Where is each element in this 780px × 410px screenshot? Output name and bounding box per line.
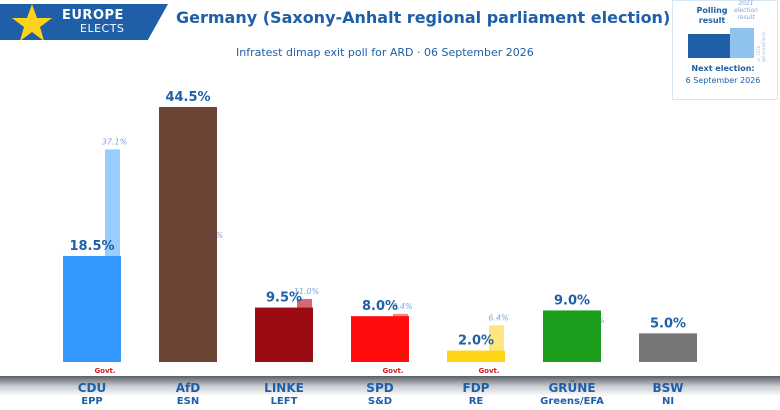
party-group: ESN <box>176 396 200 407</box>
label-poll-fdp: 2.0% <box>458 334 494 349</box>
label-previous-cdu: 37.1% <box>102 137 127 146</box>
party-label-linke: LINKE LEFT <box>239 381 329 409</box>
party-group: NI <box>661 396 675 407</box>
star-logo-icon <box>12 4 52 41</box>
govt-label-spd: Govt. <box>382 367 403 375</box>
label-previous-linke: 11.0% <box>294 287 319 296</box>
govt-label-fdp: Govt. <box>478 367 499 375</box>
legend-next-date: 6 September 2026 <box>685 76 761 85</box>
party-name: AfD <box>175 381 201 395</box>
party-name: CDU <box>77 381 107 395</box>
logo-text-europe: EUROPE <box>62 8 124 23</box>
bar-poll-linke <box>255 307 313 362</box>
label-poll-grüne: 9.0% <box>554 293 590 308</box>
bar-poll-bsw <box>639 333 697 362</box>
party-group: EPP <box>81 396 103 407</box>
bar-poll-spd <box>351 316 409 362</box>
footer-band <box>0 376 780 410</box>
party-name: SPD <box>366 381 394 395</box>
party-label-bsw: BSW NI <box>623 381 713 409</box>
bar-poll-cdu <box>63 255 121 362</box>
party-group: S&D <box>367 396 393 407</box>
legend-prev-swatch <box>730 28 754 58</box>
party-label-fdp: FDP RE <box>431 381 521 409</box>
legend-next-label: Next election: <box>691 64 755 73</box>
party-group: Greens/EFA <box>540 396 604 407</box>
party-group: RE <box>468 396 484 407</box>
party-name: BSW <box>652 381 684 395</box>
party-group: LEFT <box>270 396 298 407</box>
party-name: GRÜNE <box>548 381 596 395</box>
bar-poll-fdp <box>447 350 505 362</box>
party-label-cdu: CDU EPP <box>47 381 137 409</box>
label-poll-afd: 44.5% <box>165 90 210 105</box>
label-previous-fdp: 6.4% <box>488 313 508 322</box>
label-poll-bsw: 5.0% <box>650 316 686 331</box>
party-name: LINKE <box>264 381 304 395</box>
bar-poll-grüne <box>543 310 601 362</box>
party-name: FDP <box>462 381 490 395</box>
label-poll-cdu: 18.5% <box>69 239 114 254</box>
label-poll-spd: 8.0% <box>362 299 398 314</box>
logo-text-elects: ELECTS <box>80 22 125 35</box>
legend-poll-label: Polling result <box>696 6 728 25</box>
label-poll-linke: 9.5% <box>266 291 302 306</box>
party-label-spd: SPD S&D <box>335 381 425 409</box>
chart-subtitle: Infratest dimap exit poll for ARD · 06 S… <box>236 46 534 59</box>
bar-poll-afd <box>159 107 217 362</box>
label-previous-spd: 8.4% <box>392 302 412 311</box>
chart-title: Germany (Saxony-Anhalt regional parliame… <box>176 8 671 27</box>
legend-prev-label: 2021 election result <box>734 0 758 21</box>
party-label-grüne: GRÜNE Greens/EFA <box>527 381 617 409</box>
govt-label-cdu: Govt. <box>94 367 115 375</box>
party-label-afd: AfD ESN <box>143 381 233 409</box>
